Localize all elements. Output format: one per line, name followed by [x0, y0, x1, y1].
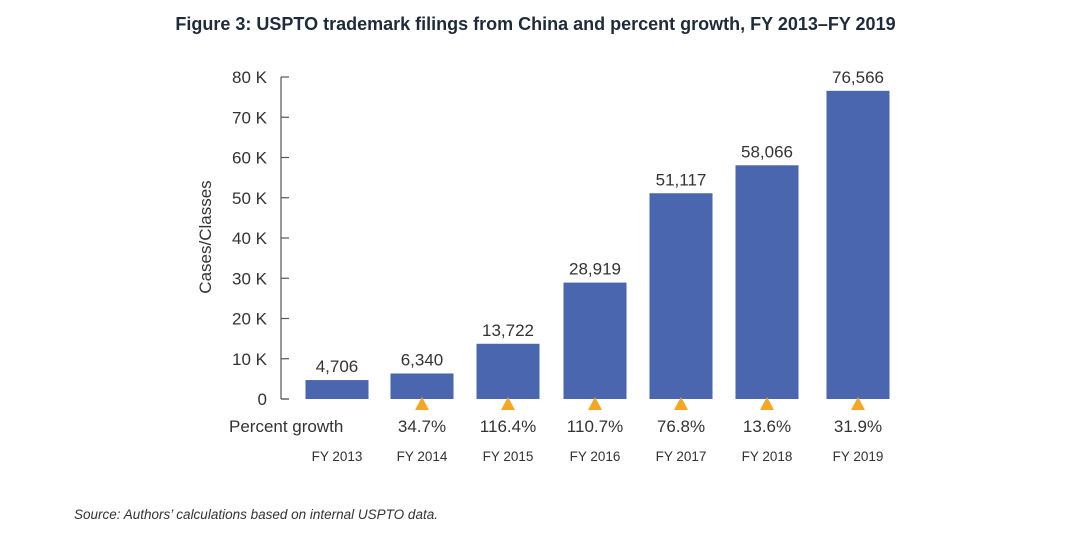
y-tick-label: 20 K — [232, 310, 268, 329]
y-tick-label: 70 K — [232, 108, 268, 127]
x-category-label: FY 2019 — [833, 449, 884, 464]
percent-growth-value: 13.6% — [743, 417, 791, 436]
x-category-label: FY 2017 — [656, 449, 707, 464]
percent-growth-value: 31.9% — [834, 417, 882, 436]
growth-marker-icon — [415, 397, 429, 410]
bar — [390, 373, 454, 399]
growth-marker-icon — [501, 397, 515, 410]
bar-value-label: 51,117 — [656, 170, 707, 189]
bar — [735, 165, 799, 399]
percent-growth-value: 110.7% — [567, 417, 623, 436]
x-category-label: FY 2014 — [397, 449, 448, 464]
bar — [476, 343, 540, 399]
y-tick-label: 50 K — [232, 189, 268, 208]
growth-marker-icon — [588, 397, 602, 410]
y-tick-label: 10 K — [232, 350, 268, 369]
bars-group — [305, 90, 890, 400]
bar — [305, 380, 369, 399]
y-tick-label: 80 K — [232, 68, 268, 87]
source-note: Source: Authors’ calculations based on i… — [74, 507, 438, 522]
bar — [649, 193, 713, 399]
x-axis-labels-group: FY 2013 FY 2014 FY 2015 FY 2016 FY 2017 FY 20… — [312, 449, 884, 464]
percent-growth-row: Percent growth 34.7% 116.4% 110.7% 76.8% 13.… — [229, 397, 882, 436]
bar-value-label: 28,919 — [569, 260, 621, 279]
percent-growth-value: 34.7% — [398, 417, 446, 436]
bar-value-label: 13,722 — [482, 321, 534, 340]
bar-value-label: 4,706 — [316, 357, 359, 376]
y-tick-label: 40 K — [232, 229, 268, 248]
chart-title: Figure 3: USPTO trademark filings from C… — [175, 14, 896, 34]
x-category-label: FY 2018 — [742, 449, 793, 464]
bar-value-label: 6,340 — [401, 350, 444, 369]
growth-marker-icon — [674, 397, 688, 410]
y-tick-label: 60 K — [232, 149, 268, 168]
y-tick-label: 30 K — [232, 269, 268, 288]
percent-growth-value: 76.8% — [657, 417, 705, 436]
y-axis: 0 10 K 20 K 30 K 40 K 50 K 60 K 70 K 80 K — [232, 68, 289, 409]
x-category-label: FY 2013 — [312, 449, 363, 464]
value-labels-group: 4,706 6,340 13,722 28,919 51,117 58,066 76,566 — [316, 68, 884, 376]
bar-value-label: 76,566 — [832, 68, 884, 87]
y-tick-label: 0 — [258, 390, 267, 409]
growth-marker-icon — [760, 397, 774, 410]
percent-growth-row-label: Percent growth — [229, 417, 343, 436]
x-category-label: FY 2016 — [570, 449, 621, 464]
bar — [563, 282, 627, 399]
x-category-label: FY 2015 — [483, 449, 534, 464]
growth-marker-icon — [851, 397, 865, 410]
y-axis-title: Cases/Classes — [196, 180, 215, 293]
percent-growth-value: 116.4% — [480, 417, 536, 436]
bar-value-label: 58,066 — [741, 142, 793, 161]
bar — [826, 90, 890, 400]
